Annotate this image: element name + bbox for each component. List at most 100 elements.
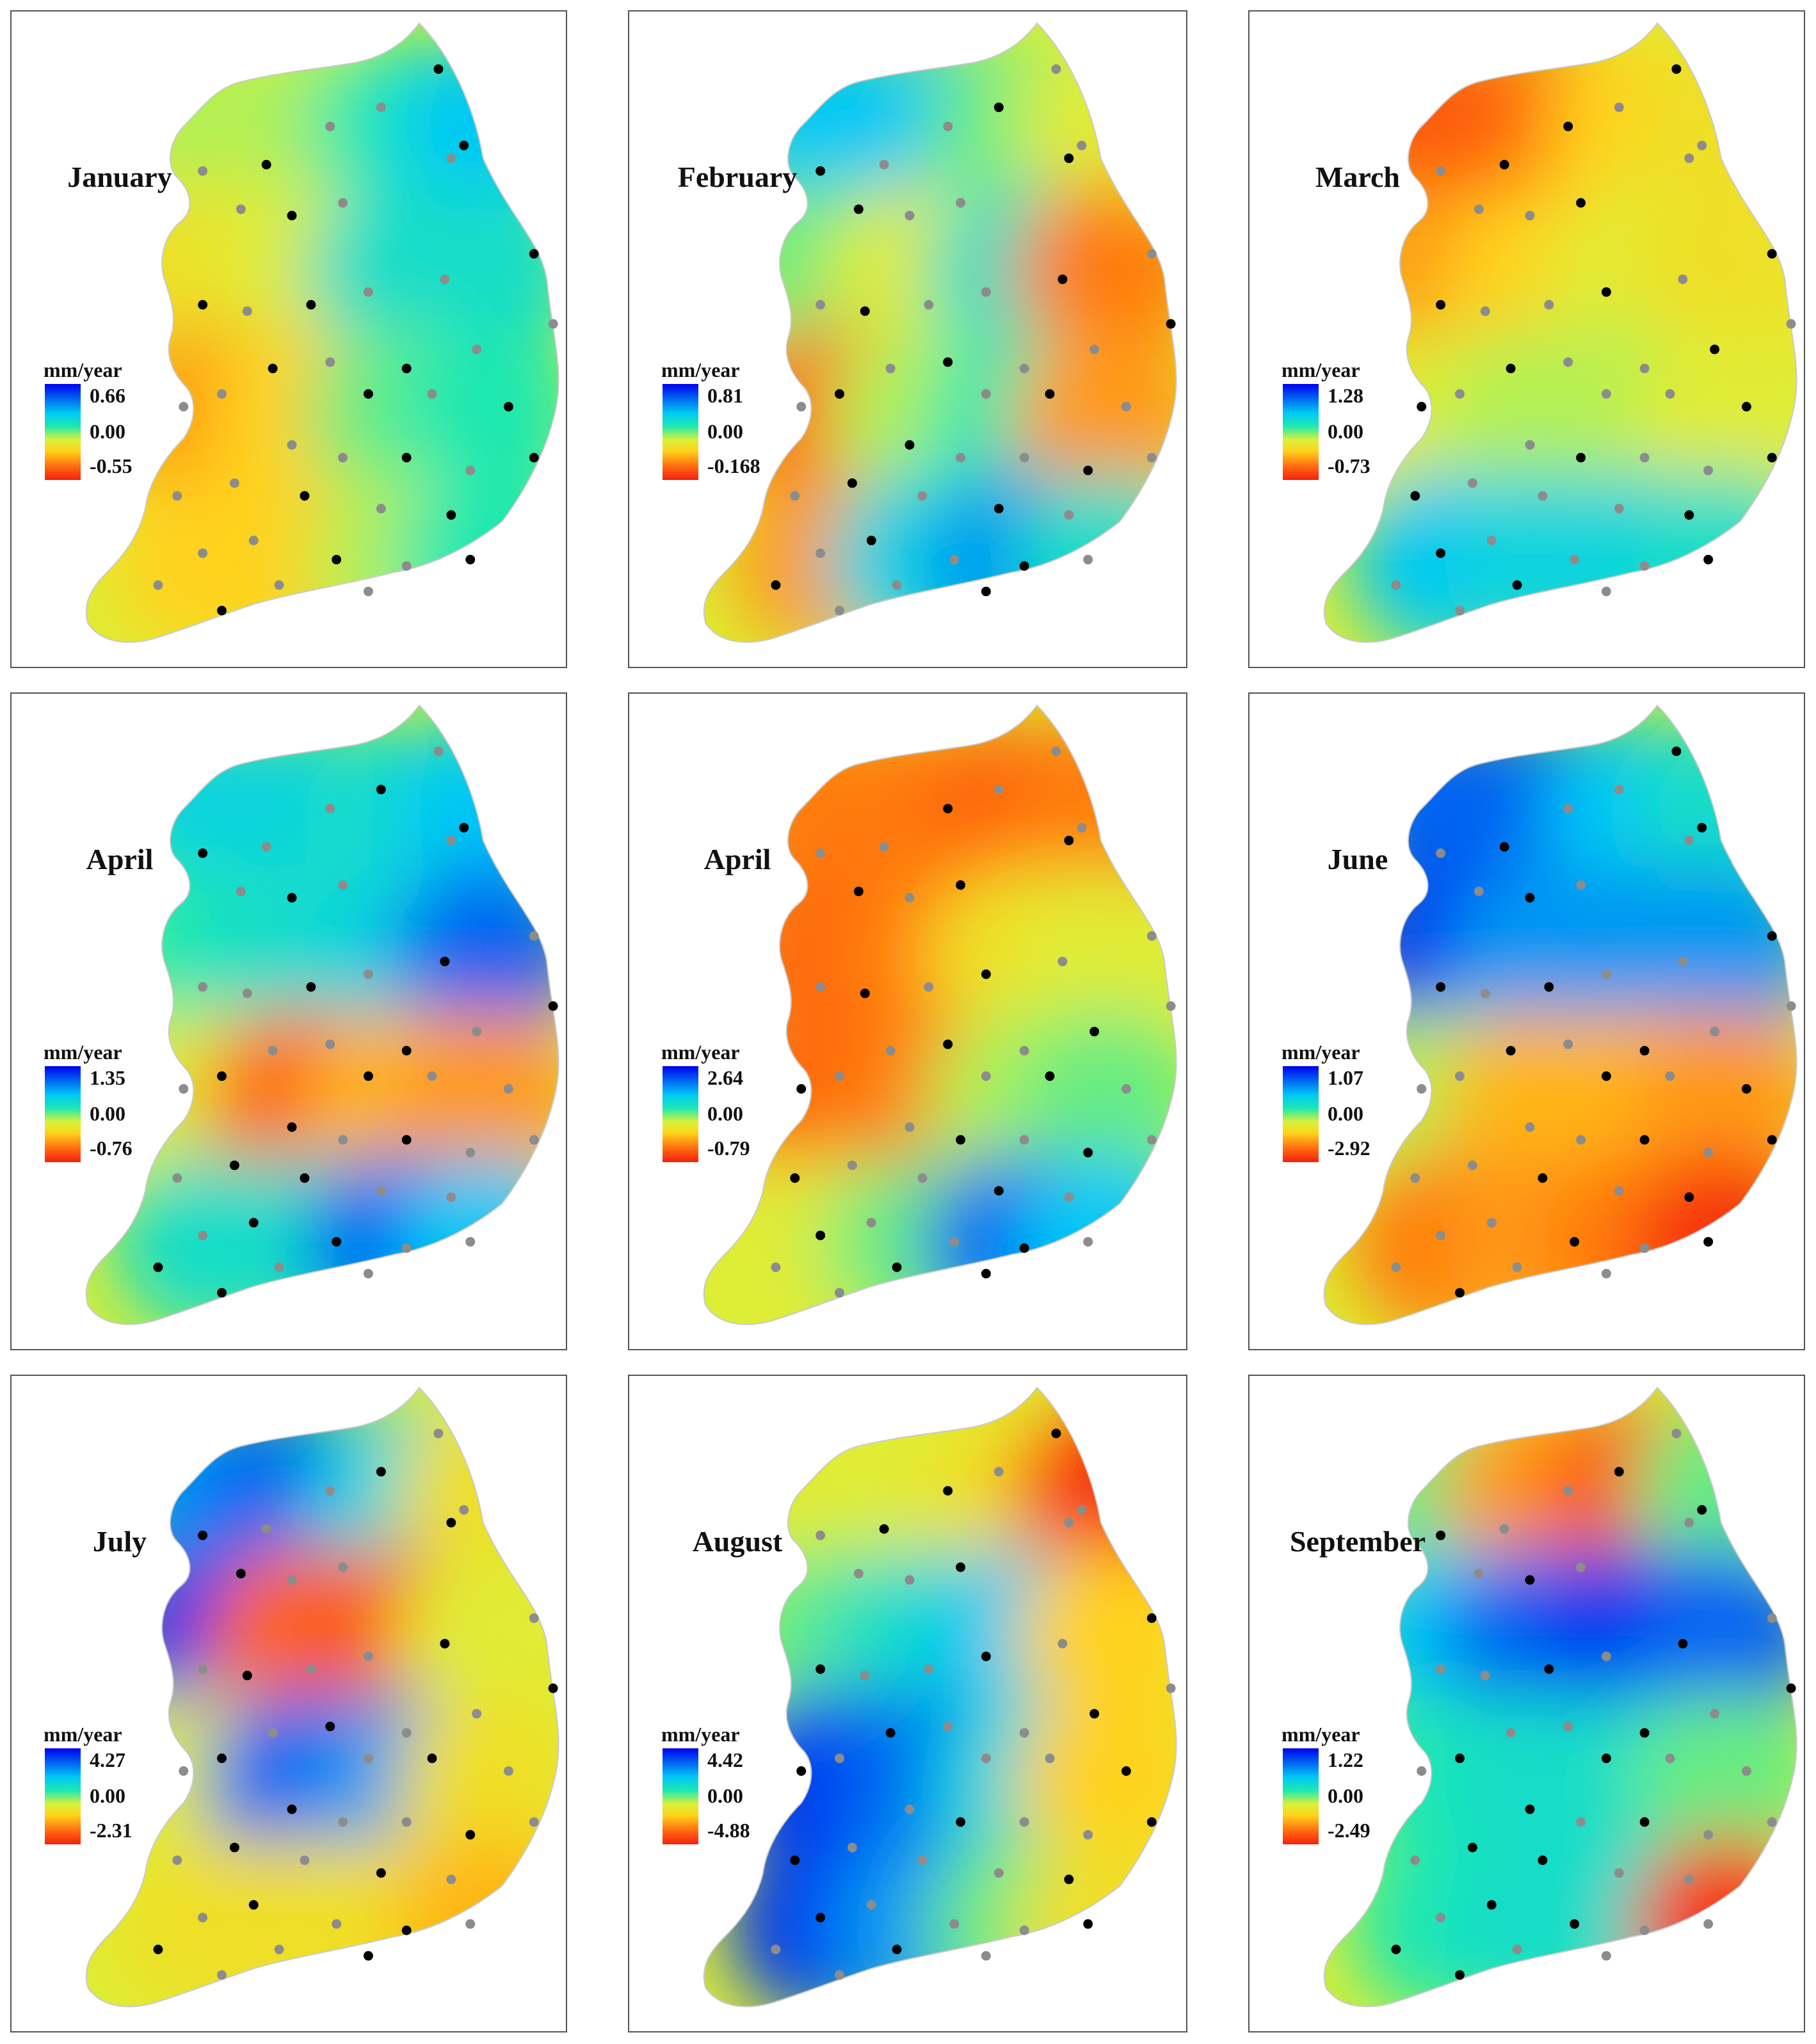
- legend-zero: 0.00: [707, 1784, 743, 1807]
- station-marker: [835, 389, 844, 399]
- station-marker: [198, 299, 208, 310]
- trend-map-5: [703, 704, 1177, 1325]
- station-marker: [1703, 1147, 1714, 1158]
- station-marker: [956, 1562, 966, 1572]
- station-marker: [1083, 1147, 1093, 1158]
- legend-colorbar: [45, 1748, 81, 1844]
- station-marker: [529, 249, 539, 259]
- station-marker: [229, 478, 239, 488]
- station-marker: [1767, 452, 1777, 463]
- station-marker: [1146, 249, 1157, 259]
- map-panel-2: February mm/year 0.81 0.00 -0.168: [628, 10, 1187, 668]
- station-marker: [1391, 1944, 1401, 1954]
- station-marker: [993, 1467, 1004, 1477]
- station-marker: [446, 153, 456, 163]
- coastline: [85, 704, 559, 1325]
- station-marker: [217, 1071, 227, 1082]
- station-marker: [427, 1753, 437, 1764]
- station-marker: [1741, 402, 1751, 411]
- field-cell: [394, 1690, 559, 1874]
- station-marker: [529, 452, 539, 463]
- station-marker: [790, 1173, 800, 1183]
- coastline: [1323, 22, 1797, 643]
- station-marker: [1410, 491, 1420, 501]
- station-marker: [981, 1071, 991, 1082]
- station-marker: [1089, 1709, 1100, 1719]
- legend-unit: mm/year: [1282, 1723, 1360, 1746]
- station-marker: [433, 746, 444, 756]
- field-cell: [394, 326, 559, 510]
- station-marker: [1506, 363, 1516, 374]
- station-marker: [548, 1001, 558, 1011]
- station-marker: [325, 1721, 335, 1732]
- legend-min: -2.92: [1328, 1137, 1370, 1160]
- station-marker: [1121, 1766, 1131, 1776]
- station-marker: [179, 1084, 189, 1094]
- legend-zero: 0.00: [707, 420, 743, 443]
- station-marker: [1057, 274, 1068, 284]
- legend-max: 1.28: [1328, 384, 1363, 407]
- station-marker: [1417, 1084, 1427, 1094]
- station-marker: [1563, 357, 1573, 367]
- station-marker: [1077, 140, 1087, 150]
- station-marker: [1767, 249, 1777, 259]
- station-marker: [1121, 402, 1131, 411]
- station-marker: [816, 1530, 826, 1540]
- station-marker: [179, 402, 189, 411]
- station-marker: [274, 580, 284, 590]
- station-marker: [338, 198, 348, 208]
- station-marker: [816, 548, 826, 558]
- station-marker: [1467, 478, 1477, 488]
- station-marker: [465, 1147, 476, 1158]
- station-markers: [771, 1428, 1176, 1980]
- station-marker: [529, 1817, 539, 1827]
- station-marker: [1045, 389, 1055, 399]
- station-marker: [1474, 1569, 1484, 1579]
- station-marker: [1741, 1084, 1751, 1094]
- station-marker: [1614, 102, 1624, 113]
- station-marker: [835, 1071, 844, 1082]
- station-marker: [1525, 211, 1535, 221]
- coastline: [85, 1386, 559, 2008]
- station-marker: [860, 1670, 870, 1681]
- station-marker: [363, 389, 373, 399]
- station-marker: [1601, 389, 1611, 399]
- station-marker: [1639, 1046, 1650, 1056]
- station-marker: [529, 1613, 539, 1624]
- station-marker: [1710, 1026, 1720, 1037]
- station-marker: [1391, 1262, 1401, 1272]
- station-marker: [1166, 319, 1176, 329]
- station-marker: [306, 299, 316, 310]
- station-marker: [229, 1842, 239, 1853]
- station-marker: [363, 1753, 373, 1764]
- legend-colorbar: [1283, 1066, 1319, 1162]
- station-marker: [1767, 931, 1777, 941]
- trend-field: [703, 1387, 1177, 2007]
- station-marker: [1480, 988, 1490, 998]
- station-marker: [401, 1925, 412, 1935]
- station-marker: [790, 1855, 800, 1865]
- station-marker: [1083, 1236, 1093, 1247]
- station-marker: [981, 969, 991, 979]
- station-marker: [1576, 880, 1586, 890]
- station-marker: [1506, 1728, 1516, 1738]
- station-marker: [217, 1753, 227, 1764]
- station-marker: [847, 478, 857, 488]
- station-marker: [440, 274, 450, 284]
- station-marker: [1166, 1001, 1176, 1011]
- station-marker: [1064, 1192, 1074, 1202]
- station-marker: [1467, 1160, 1477, 1170]
- station-marker: [446, 1874, 456, 1885]
- station-marker: [981, 1268, 991, 1279]
- station-marker: [1410, 1855, 1420, 1865]
- station-marker: [1639, 561, 1650, 571]
- station-marker: [1614, 1467, 1624, 1477]
- station-marker: [1563, 1039, 1573, 1050]
- station-marker: [904, 1804, 915, 1814]
- station-marker: [1436, 982, 1446, 992]
- trend-map-2: [703, 22, 1177, 643]
- station-marker: [853, 886, 864, 897]
- station-marker: [1512, 1262, 1522, 1272]
- station-marker: [943, 1039, 953, 1050]
- station-marker: [1525, 1122, 1535, 1132]
